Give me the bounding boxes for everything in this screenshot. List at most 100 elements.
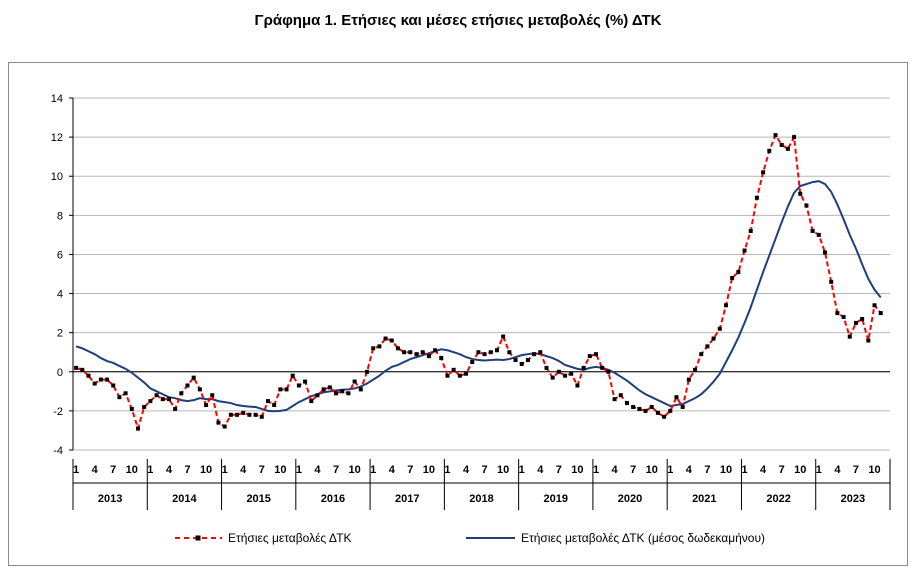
annual-point bbox=[513, 358, 518, 363]
annual-point bbox=[785, 146, 790, 151]
annual-point bbox=[810, 228, 815, 233]
annual-point bbox=[798, 191, 803, 196]
annual-point bbox=[74, 365, 79, 370]
annual-point bbox=[371, 346, 376, 351]
annual-point bbox=[494, 348, 499, 353]
annual-point bbox=[414, 352, 419, 357]
annual-point bbox=[581, 365, 586, 370]
annual-point bbox=[742, 248, 747, 253]
annual-point bbox=[457, 373, 462, 378]
y-tick-label: 6 bbox=[57, 249, 63, 261]
annual-point bbox=[340, 389, 345, 394]
annual-point bbox=[649, 404, 654, 409]
month-tick-label: 10 bbox=[348, 464, 360, 476]
year-label: 2013 bbox=[98, 493, 122, 505]
annual-point bbox=[228, 412, 233, 417]
month-tick-label: 4 bbox=[240, 464, 247, 476]
annual-point bbox=[587, 354, 592, 359]
annual-point bbox=[618, 393, 623, 398]
annual-point bbox=[594, 352, 598, 357]
annual-point bbox=[408, 350, 413, 355]
annual-point bbox=[464, 371, 469, 376]
annual-point bbox=[290, 373, 295, 378]
annual-point bbox=[86, 373, 91, 378]
annual-point bbox=[445, 373, 450, 378]
annual-point bbox=[792, 135, 797, 140]
annual-point bbox=[210, 393, 215, 398]
month-tick-label: 1 bbox=[519, 464, 525, 476]
month-tick-label: 10 bbox=[571, 464, 583, 476]
month-tick-label: 7 bbox=[630, 464, 636, 476]
annual-point bbox=[222, 424, 227, 429]
series-annual-line bbox=[75, 132, 882, 432]
annual-point bbox=[439, 356, 444, 361]
annual-point bbox=[705, 344, 710, 349]
month-tick-label: 1 bbox=[593, 464, 599, 476]
annual-point bbox=[872, 303, 877, 308]
annual-point bbox=[247, 412, 252, 417]
annual-point bbox=[556, 369, 561, 374]
year-label: 2020 bbox=[618, 493, 642, 505]
legend-annual-label: Ετήσιες μεταβολές ΔΤΚ bbox=[228, 531, 352, 545]
month-tick-label: 10 bbox=[794, 464, 806, 476]
year-label: 2022 bbox=[766, 493, 790, 505]
annual-point bbox=[476, 350, 481, 355]
month-tick-label: 4 bbox=[760, 464, 767, 476]
year-label: 2016 bbox=[321, 493, 345, 505]
annual-point bbox=[272, 403, 277, 408]
chart-frame bbox=[8, 62, 908, 566]
annual-point bbox=[488, 350, 493, 355]
y-axis: -4 -2 0 2 4 6 8 10 12 14 bbox=[51, 93, 890, 457]
annual-point bbox=[841, 315, 846, 320]
month-tick-label: 10 bbox=[423, 464, 435, 476]
annual-point bbox=[779, 142, 784, 147]
y-tick-label: 0 bbox=[57, 367, 63, 379]
annual-point bbox=[216, 420, 221, 425]
month-tick-label: 7 bbox=[556, 464, 562, 476]
annual-point bbox=[637, 406, 642, 411]
annual-point bbox=[662, 414, 667, 419]
annual-point bbox=[748, 228, 753, 233]
annual-point bbox=[160, 397, 165, 402]
annual-point bbox=[92, 381, 97, 386]
month-tick-label: 7 bbox=[779, 464, 785, 476]
annual-point bbox=[674, 395, 679, 400]
month-tick-label: 1 bbox=[73, 464, 79, 476]
month-tick-label: 4 bbox=[612, 464, 619, 476]
annual-point bbox=[142, 404, 147, 409]
annual-point bbox=[80, 367, 85, 372]
annual-point bbox=[736, 270, 741, 275]
annual-point bbox=[643, 408, 648, 413]
annual-point bbox=[135, 426, 140, 431]
annual-point bbox=[420, 350, 425, 355]
annual-point bbox=[569, 371, 574, 376]
month-tick-label: 4 bbox=[834, 464, 841, 476]
month-tick-label: 7 bbox=[110, 464, 116, 476]
year-label: 2017 bbox=[395, 493, 419, 505]
month-tick-label: 7 bbox=[407, 464, 413, 476]
annual-point bbox=[309, 399, 314, 404]
annual-point bbox=[606, 369, 611, 374]
annual-point bbox=[767, 148, 772, 153]
y-tick-label: 8 bbox=[57, 210, 63, 222]
legend-annual-marker bbox=[195, 535, 201, 541]
y-tick-label: 10 bbox=[51, 171, 63, 183]
annual-point bbox=[525, 358, 530, 363]
month-tick-label: 10 bbox=[720, 464, 732, 476]
annual-point bbox=[575, 383, 580, 388]
month-tick-label: 1 bbox=[816, 464, 822, 476]
annual-point bbox=[686, 377, 691, 382]
year-label: 2018 bbox=[469, 493, 493, 505]
month-tick-label: 7 bbox=[259, 464, 265, 476]
month-tick-label: 10 bbox=[646, 464, 658, 476]
month-tick-label: 4 bbox=[537, 464, 544, 476]
annual-point bbox=[612, 397, 617, 402]
annual-point bbox=[321, 387, 326, 392]
chart-title: Γράφημα 1. Ετήσιες και μέσες ετήσιες μετ… bbox=[254, 12, 662, 29]
annual-point bbox=[835, 311, 840, 316]
annual-point bbox=[482, 352, 487, 357]
annual-point bbox=[265, 399, 270, 404]
annual-point bbox=[878, 311, 883, 316]
annual-point bbox=[173, 406, 178, 411]
